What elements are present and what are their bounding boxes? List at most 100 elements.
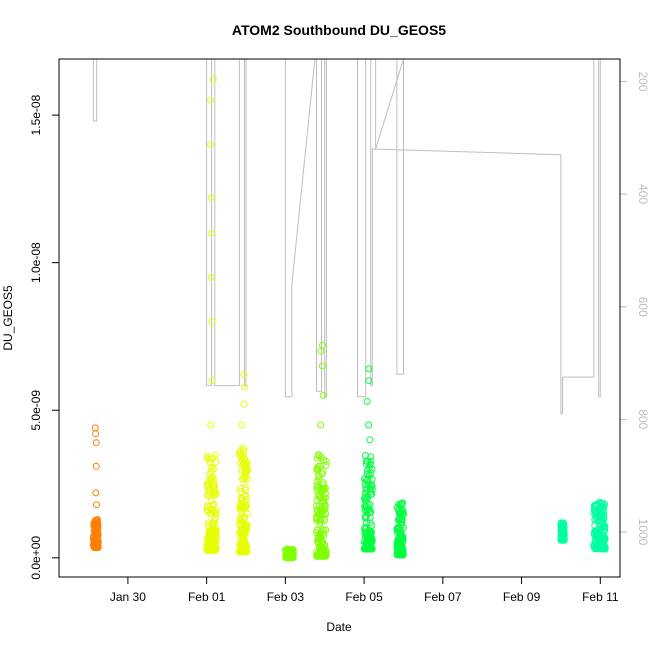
x-tick-label: Jan 30 xyxy=(110,590,146,604)
data-point xyxy=(243,527,251,535)
data-point xyxy=(284,547,292,555)
data-point xyxy=(288,550,296,558)
data-point xyxy=(557,519,565,527)
data-point xyxy=(237,495,245,502)
data-point xyxy=(211,451,219,459)
data-point xyxy=(319,481,327,489)
data-point xyxy=(319,509,327,517)
data-point xyxy=(238,421,246,429)
data-point xyxy=(236,529,244,537)
data-point xyxy=(559,526,567,534)
data-point xyxy=(319,341,326,349)
data-point xyxy=(237,488,245,496)
data-point xyxy=(316,545,324,553)
data-point xyxy=(317,543,325,551)
data-point xyxy=(208,318,216,326)
data-point xyxy=(241,530,249,537)
data-point xyxy=(205,503,213,511)
data-point xyxy=(204,521,212,529)
data-point xyxy=(206,455,214,463)
data-point xyxy=(207,229,215,237)
data-point xyxy=(317,506,325,514)
data-point xyxy=(205,537,213,545)
data-point xyxy=(318,362,326,370)
data-point xyxy=(315,452,322,460)
data-point xyxy=(313,502,321,510)
data-point xyxy=(207,96,215,104)
data-point xyxy=(365,365,373,373)
x-axis-label: Date xyxy=(326,620,352,634)
data-point xyxy=(93,521,100,529)
data-point xyxy=(208,463,216,471)
right-tick-label: 1000 xyxy=(636,519,650,546)
data-point xyxy=(289,547,297,554)
data-point xyxy=(590,509,598,517)
data-point xyxy=(557,535,565,543)
data-point xyxy=(243,475,251,483)
data-point xyxy=(320,506,328,514)
data-point xyxy=(210,543,218,551)
chart-title: ATOM2 Southbound DU_GEOS5 xyxy=(232,22,446,38)
data-point xyxy=(207,273,215,281)
data-point xyxy=(207,194,215,202)
data-point xyxy=(240,400,248,408)
data-point xyxy=(241,475,249,483)
data-point xyxy=(286,554,294,562)
data-point xyxy=(208,377,216,385)
x-tick-label: Feb 05 xyxy=(345,590,383,604)
data-point xyxy=(364,501,372,509)
data-point xyxy=(362,507,370,515)
data-point xyxy=(395,500,403,508)
data-point xyxy=(316,551,324,559)
data-point xyxy=(314,465,322,473)
data-point xyxy=(397,536,404,544)
data-point xyxy=(366,436,374,444)
data-point xyxy=(597,534,605,542)
data-point xyxy=(397,550,405,558)
y-tick-label: 1.5e-08 xyxy=(29,94,43,135)
data-point xyxy=(242,468,250,476)
data-point xyxy=(209,481,217,489)
data-point xyxy=(591,515,599,523)
data-point xyxy=(361,545,369,553)
data-point xyxy=(557,528,565,536)
right-tick-label: 400 xyxy=(636,184,650,204)
data-point xyxy=(360,475,368,483)
data-point xyxy=(239,528,247,536)
data-point xyxy=(397,545,405,553)
data-point xyxy=(313,513,321,521)
data-point xyxy=(595,526,603,534)
data-point xyxy=(207,141,215,149)
plot-layer: Jan 30 Feb 01 Feb 03 Feb 05 Feb 07 Feb 09 Feb … xyxy=(29,58,650,604)
y-tick-label: 5.0e-09 xyxy=(29,390,43,431)
data-point xyxy=(365,506,373,513)
data-point xyxy=(209,479,217,487)
data-point xyxy=(317,548,325,556)
data-point xyxy=(208,533,216,540)
data-point xyxy=(365,377,373,385)
data-point xyxy=(318,499,326,507)
series-4 xyxy=(360,365,407,559)
data-point xyxy=(315,471,323,479)
data-point xyxy=(597,539,605,547)
data-point xyxy=(600,527,608,535)
data-point xyxy=(283,554,291,562)
x-tick-label: Feb 07 xyxy=(424,590,462,604)
data-point xyxy=(239,520,247,528)
y-tick-label: 1.0e-08 xyxy=(29,242,43,283)
data-point xyxy=(205,470,213,478)
data-point xyxy=(203,491,211,499)
data-point xyxy=(204,486,212,494)
data-point xyxy=(207,497,215,505)
data-point xyxy=(242,502,250,509)
x-tick-label: Feb 09 xyxy=(503,590,541,604)
data-point xyxy=(363,534,371,542)
data-point xyxy=(319,530,327,538)
data-point xyxy=(205,477,213,485)
data-point xyxy=(362,525,370,533)
data-point xyxy=(399,499,406,507)
series-3 xyxy=(281,341,330,562)
data-point xyxy=(397,526,405,534)
data-point xyxy=(365,421,373,429)
